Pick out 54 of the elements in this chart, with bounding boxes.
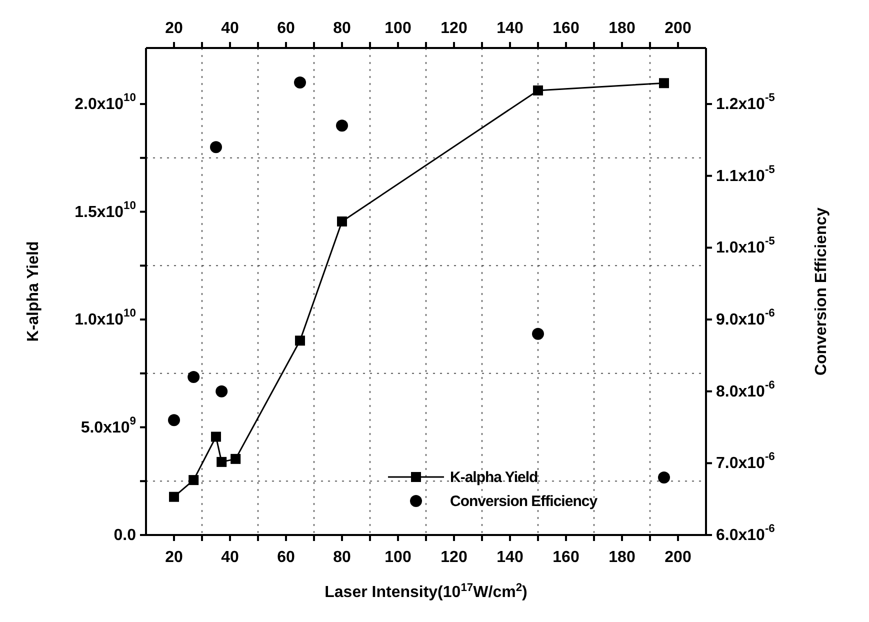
y2-axis-title: Conversion Efficiency — [813, 207, 830, 376]
point — [216, 385, 228, 398]
point — [188, 370, 200, 383]
x2-tick-label: 160 — [552, 548, 580, 566]
y-tick-label: 0.0 — [114, 526, 136, 544]
point — [532, 328, 544, 340]
y2-tick-label: 1.1x10$^{-5}$ — [716, 164, 775, 184]
x-tick-label: 40 — [221, 20, 239, 36]
point — [336, 120, 348, 132]
point — [337, 216, 347, 226]
point — [533, 85, 543, 96]
point — [168, 414, 180, 426]
legend-label: Conversion Efficiency — [450, 492, 598, 510]
point — [659, 78, 669, 88]
x-tick-label: 60 — [277, 20, 295, 36]
point — [188, 475, 199, 486]
y-tick-label: 1.5x10$^{10}$ — [74, 200, 136, 220]
x-tick-label: 80 — [333, 20, 351, 36]
point — [210, 141, 222, 154]
y2-tick-label: 6.0x10$^{-6}$ — [716, 523, 775, 544]
point — [211, 432, 221, 442]
y-tick-label: 2.0x10$^{10}$ — [74, 92, 136, 113]
x2-tick-label: 180 — [608, 548, 636, 566]
x2-tick-label: 80 — [333, 548, 351, 566]
y-axis-title: K-alpha Yield — [25, 241, 42, 342]
y2-tick-label: 9.0x10$^{-6}$ — [716, 308, 775, 328]
y2-tick-label: 7.0x10$^{-6}$ — [716, 451, 775, 472]
y2-tick-label: 1.2x10$^{-5}$ — [716, 92, 775, 113]
point — [658, 472, 670, 484]
x-tick-label: 140 — [496, 20, 524, 36]
x-tick-label: 100 — [384, 20, 412, 36]
x-tick-label: 200 — [664, 20, 692, 36]
x-tick-label: 180 — [608, 20, 636, 36]
y2-tick-label: 8.0x10$^{-6}$ — [716, 379, 775, 400]
x-tick-label: 20 — [165, 20, 183, 36]
x2-tick-label: 100 — [384, 548, 412, 566]
x2-tick-label: 60 — [277, 548, 295, 566]
x2-tick-label: 140 — [496, 548, 524, 566]
y-tick-label: 1.0x10$^{10}$ — [74, 308, 136, 328]
point — [230, 454, 241, 464]
x2-tick-label: 200 — [664, 548, 692, 566]
legend-label: K-alpha Yield — [450, 468, 538, 486]
x-axis-title: Laser Intensity(10$^{17}$W/cm$^{2}$) — [324, 582, 528, 601]
y2-tick-label: 1.0x10$^{-5}$ — [716, 236, 775, 256]
point — [216, 456, 227, 467]
point — [294, 76, 306, 88]
point — [295, 336, 305, 346]
point — [169, 492, 179, 502]
x-tick-label: 160 — [552, 20, 580, 36]
x2-tick-label: 20 — [165, 548, 183, 566]
x2-tick-label: 40 — [221, 548, 239, 566]
x2-tick-label: 120 — [440, 548, 468, 566]
x-tick-label: 120 — [440, 20, 468, 36]
y-tick-label: 5.0x10$^{9}$ — [80, 415, 136, 436]
